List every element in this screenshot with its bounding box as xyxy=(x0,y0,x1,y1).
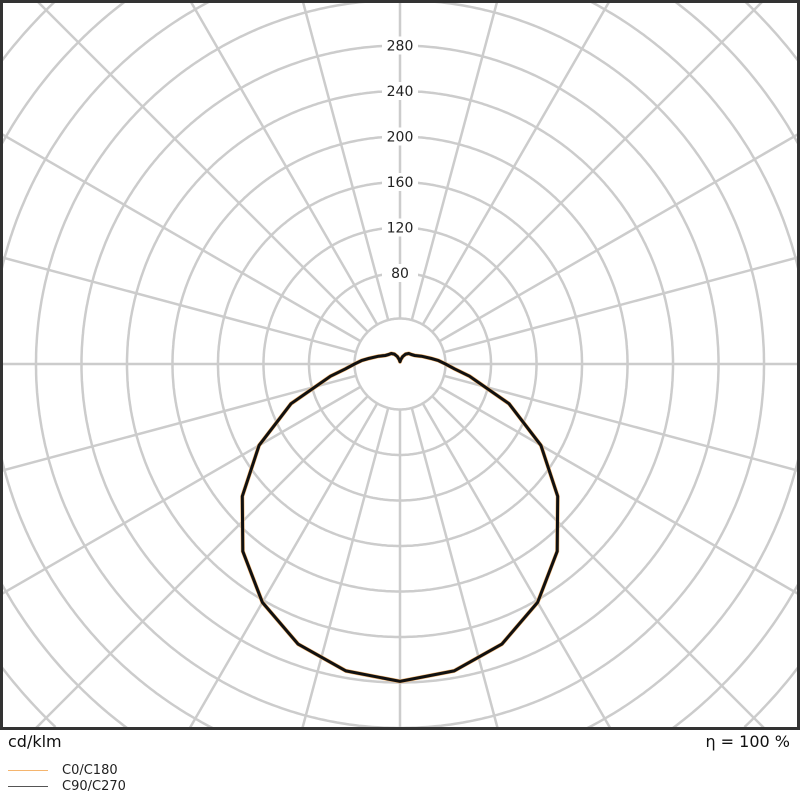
tick-label-bg xyxy=(382,264,418,282)
radial-tick-label: 200 xyxy=(387,130,414,146)
grid-ring xyxy=(0,0,800,730)
grid-spoke xyxy=(301,0,390,321)
tick-label-bg xyxy=(382,127,418,146)
legend-item-c0: C0/C180 xyxy=(8,762,126,778)
grid-spoke xyxy=(438,385,800,597)
grid-spoke xyxy=(410,0,499,321)
unit-label: cd/klm xyxy=(8,732,62,751)
grid-spoke xyxy=(431,0,765,333)
grid-spoke xyxy=(0,374,357,473)
grid-spoke xyxy=(187,402,379,730)
grid-ring xyxy=(0,0,800,728)
grid-spoke xyxy=(0,255,357,354)
efficiency-label: η = 100 % xyxy=(705,732,790,751)
grid-spoke xyxy=(0,131,362,343)
tick-label-bg xyxy=(382,36,418,55)
radial-tick-label: 240 xyxy=(387,84,414,100)
legend-item-c90: C90/C270 xyxy=(8,778,126,794)
grid-ring xyxy=(353,317,447,411)
grid-spoke xyxy=(438,131,800,343)
legend-swatch xyxy=(8,785,48,787)
legend: C0/C180 C90/C270 xyxy=(8,762,126,794)
tick-label-bg xyxy=(382,173,418,191)
legend-label: C0/C180 xyxy=(62,762,118,778)
grid-spoke xyxy=(443,374,800,473)
grid-spoke xyxy=(431,395,767,730)
grid-spoke xyxy=(410,407,500,730)
legend-label: C90/C270 xyxy=(62,778,126,794)
legend-swatch xyxy=(8,769,48,771)
radial-tick-label: 160 xyxy=(387,175,414,191)
grid-spoke xyxy=(421,0,612,326)
grid-spoke xyxy=(300,407,390,730)
tick-label-bg xyxy=(382,218,418,237)
chart-frame xyxy=(0,0,800,730)
curve-c90-c270 xyxy=(240,352,560,683)
radial-tick-label: 120 xyxy=(387,221,414,237)
radial-tick-label: 280 xyxy=(387,39,414,55)
grid-spoke xyxy=(421,402,613,730)
radial-tick-label: 80 xyxy=(391,266,409,282)
grid-spoke xyxy=(0,385,362,597)
grid-spoke xyxy=(188,0,379,326)
grid-spoke xyxy=(443,255,800,354)
tick-label-bg xyxy=(382,82,418,100)
grid-ring xyxy=(0,0,800,730)
grid-spoke xyxy=(33,395,369,730)
polar-chart: 80 120 160 200 240 280 xyxy=(0,0,800,730)
grid-spoke xyxy=(35,0,369,333)
